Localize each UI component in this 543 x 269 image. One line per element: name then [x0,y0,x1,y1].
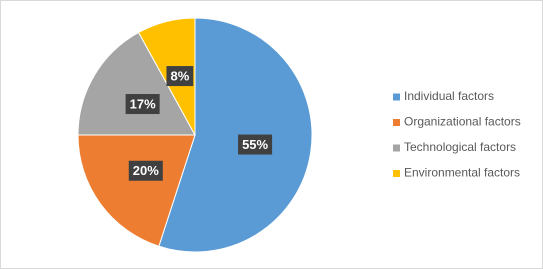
value-label-box [125,94,160,115]
pie-slice [158,17,313,253]
pie-slice [77,134,196,247]
pie-slice [77,31,196,136]
legend-label: Individual factors [404,89,494,103]
legend: Individual factors Organizational factors… [393,89,521,180]
pie [77,17,313,253]
value-label-box [128,160,163,181]
legend-swatch [393,93,400,101]
legend-label: Environmental factors [404,166,520,180]
value-label: 20% [133,163,159,178]
legend-swatch [393,119,400,126]
value-label-box [238,134,273,155]
legend-label: Organizational factors [404,115,521,129]
value-labels: 55% 20% 17% 8% [125,66,273,181]
legend-swatch [393,144,400,152]
value-label: 17% [130,96,156,111]
legend-swatch [393,170,400,177]
value-label: 8% [170,69,189,84]
legend-label: Technological factors [404,140,516,154]
value-label-box [166,66,194,87]
value-label: 55% [242,137,268,152]
